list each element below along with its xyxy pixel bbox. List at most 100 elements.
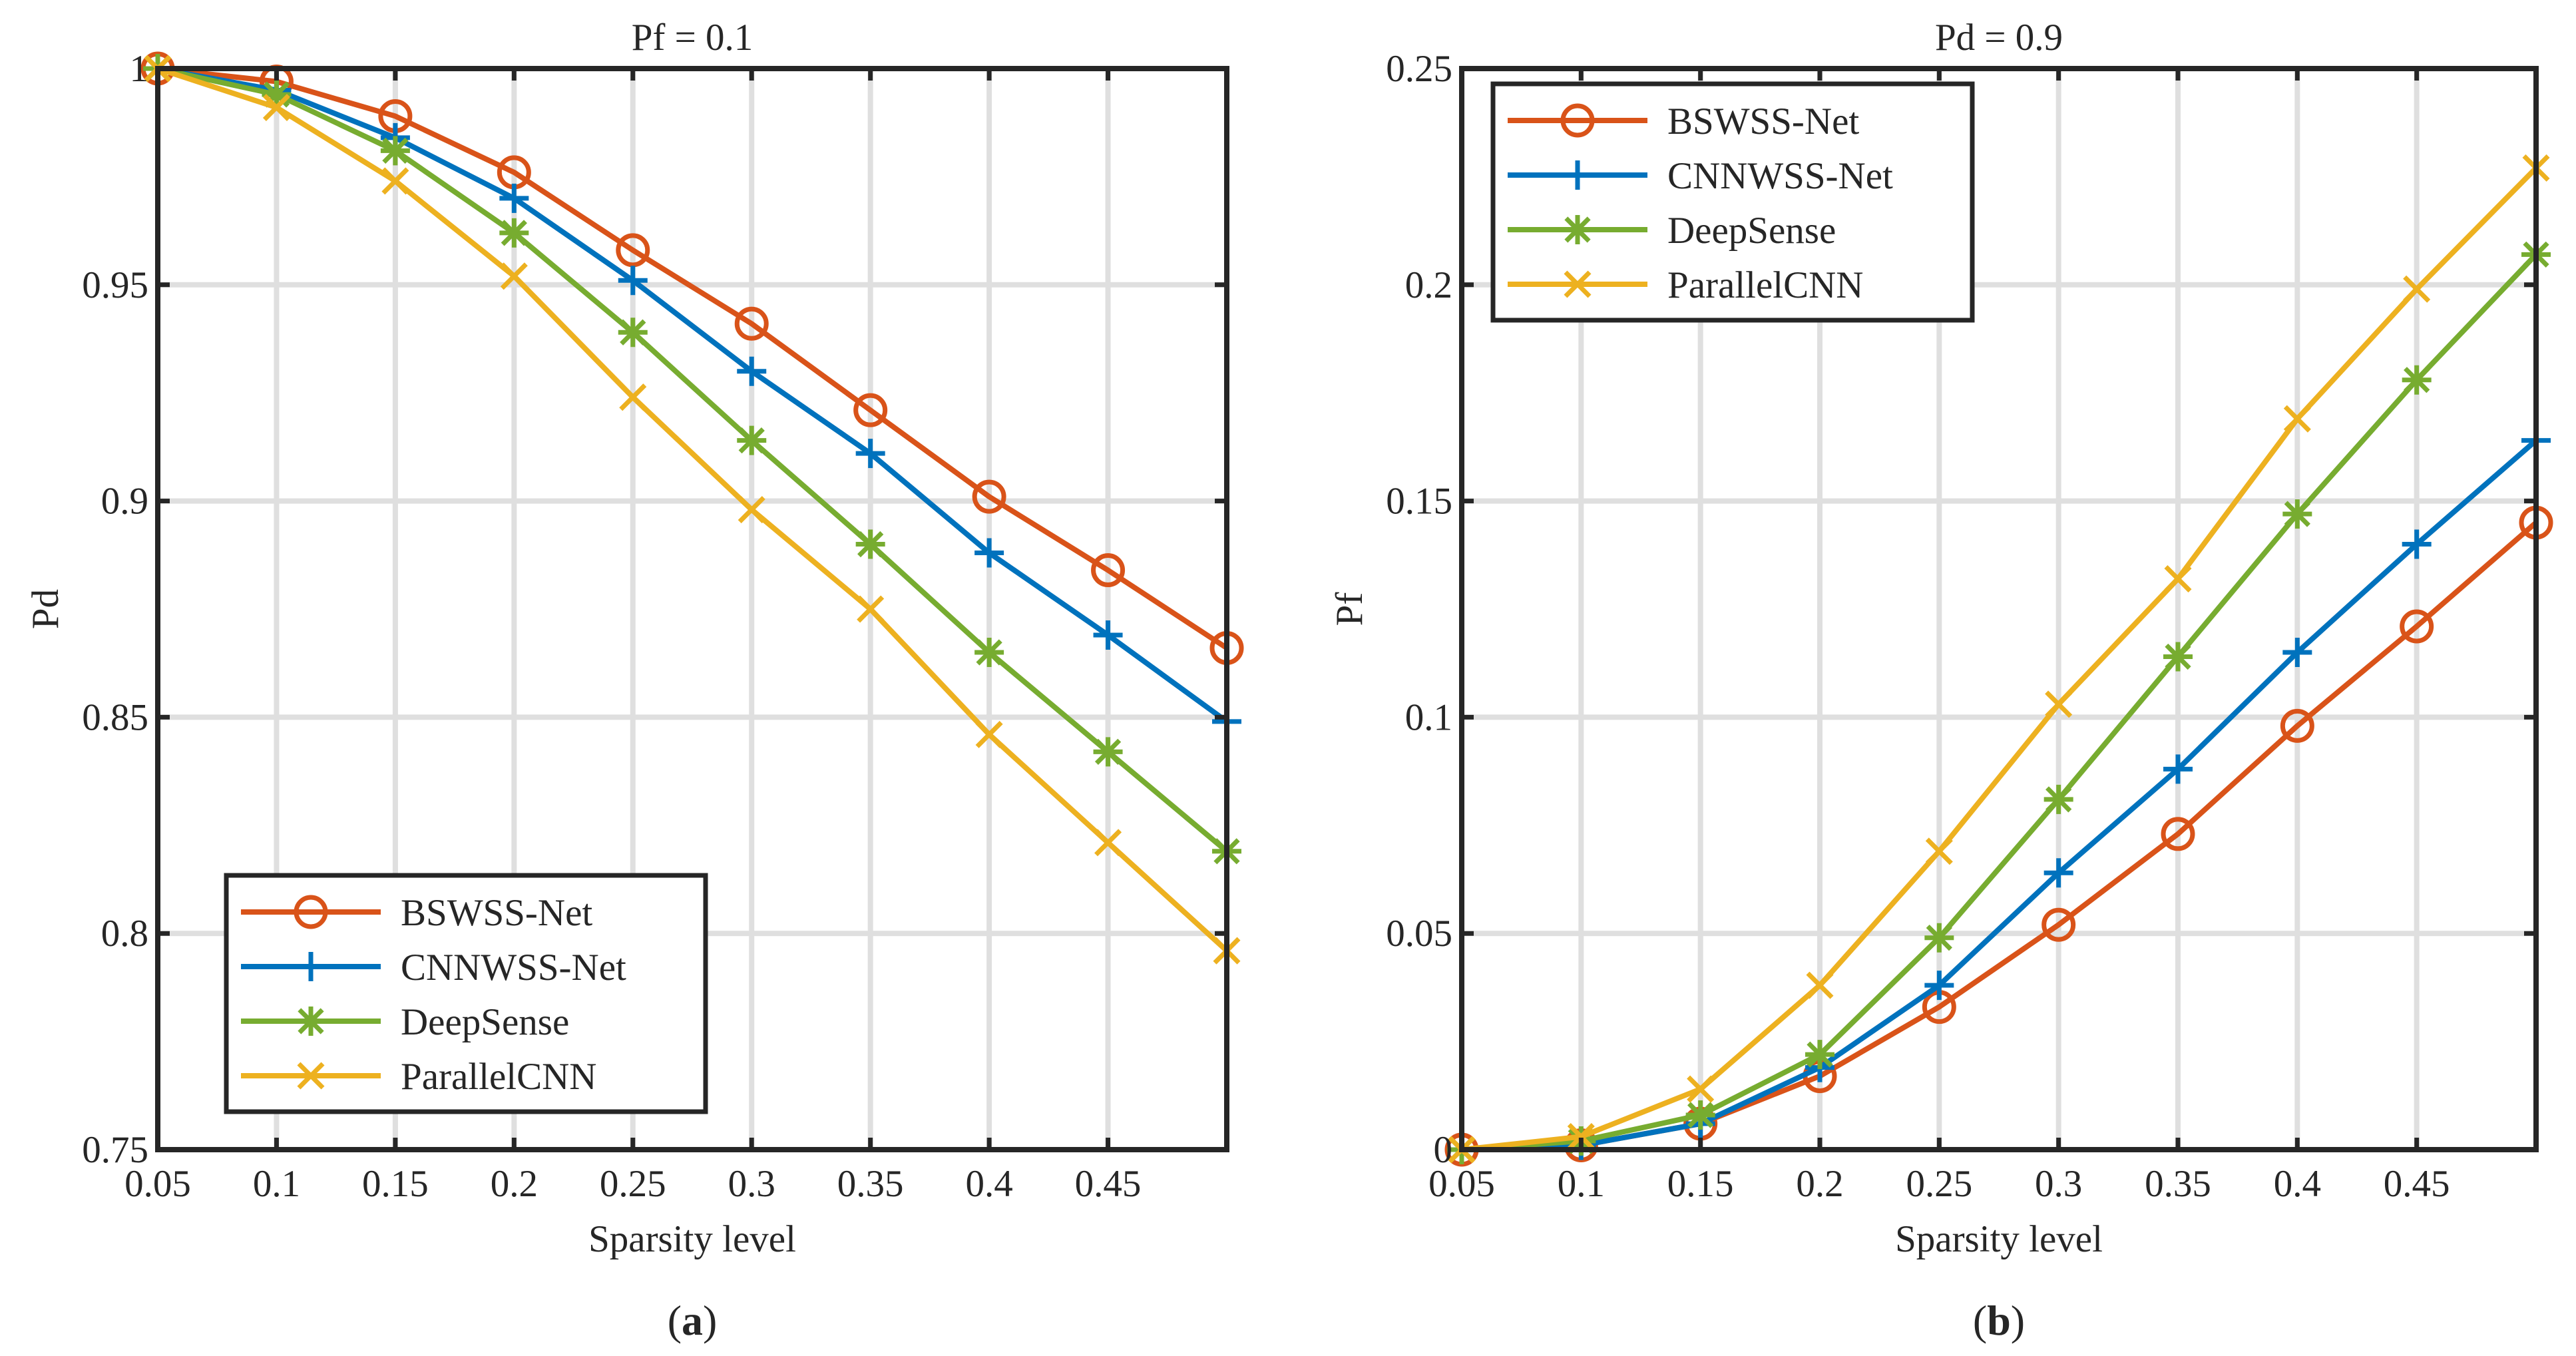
legend-label: CNNWSS-Net bbox=[1667, 155, 1893, 197]
x-tick-label: 0.05 bbox=[124, 1163, 191, 1205]
panel-b: 0.05 0.1 0.15 0.2 0.25 0.3 0.35 0.4 0.4500.050.1… bbox=[1329, 17, 2553, 1344]
data-point bbox=[2163, 642, 2193, 672]
data-point bbox=[975, 720, 1003, 748]
plot-frame bbox=[155, 66, 1229, 1152]
x-tick-label: 0.4 bbox=[965, 1163, 1012, 1205]
legend-label: ParallelCNN bbox=[1667, 264, 1863, 306]
legend-marker bbox=[1563, 215, 1592, 244]
data-point bbox=[1924, 923, 1954, 953]
data-point bbox=[1567, 1122, 1595, 1151]
data-point bbox=[1924, 971, 1954, 1001]
axes: 0.05 0.1 0.15 0.2 0.25 0.3 0.35 0.4 0.4500.050.1… bbox=[1386, 48, 2539, 1205]
data-point bbox=[499, 183, 529, 213]
data-point bbox=[855, 529, 885, 559]
series-line bbox=[156, 66, 1229, 953]
data-point bbox=[618, 266, 648, 296]
data-point bbox=[974, 637, 1004, 667]
x-tick-label: 0.1 bbox=[1558, 1163, 1605, 1205]
data-point bbox=[2041, 907, 2076, 942]
x-axis-label: Sparsity level bbox=[588, 1218, 796, 1260]
legend-label: CNNWSS-Net bbox=[401, 947, 626, 989]
data-point bbox=[2043, 858, 2073, 888]
data-point bbox=[262, 93, 290, 121]
x-tick-label: 0.45 bbox=[1075, 1163, 1142, 1205]
data-point bbox=[1806, 971, 1834, 999]
legend-marker bbox=[1560, 103, 1595, 138]
data-point bbox=[1093, 737, 1123, 767]
legend-entry: CNNWSS-Net bbox=[1508, 155, 1893, 197]
legend-label: DeepSense bbox=[1667, 210, 1836, 252]
x-tick-label: 0.45 bbox=[2384, 1163, 2450, 1205]
data-point bbox=[2282, 499, 2312, 529]
data-point bbox=[618, 318, 648, 347]
series-line bbox=[1461, 252, 2538, 1152]
x-tick-label: 0.2 bbox=[1796, 1163, 1843, 1205]
subfigure-letter: a bbox=[682, 1297, 703, 1344]
data-point bbox=[616, 233, 650, 268]
data-point bbox=[1094, 829, 1122, 857]
data-point bbox=[2161, 817, 2195, 851]
data-point bbox=[974, 538, 1004, 568]
y-tick-label: 0 bbox=[1434, 1129, 1453, 1171]
axes: 0.05 0.1 0.15 0.2 0.25 0.3 0.35 0.4 0.45 0.75 0.8 0… bbox=[82, 48, 1229, 1205]
y-tick-label: 0.9 bbox=[101, 481, 148, 523]
data-point bbox=[499, 218, 529, 248]
legend-label: ParallelCNN bbox=[401, 1056, 596, 1098]
x-tick-label: 0.3 bbox=[728, 1163, 775, 1205]
legend: BSWSS-Net CNNWSS-Net DeepSense ParallelCNN bbox=[224, 873, 708, 1114]
y-tick-label: 0.85 bbox=[82, 696, 148, 738]
data-point bbox=[2400, 609, 2434, 644]
series-line bbox=[157, 66, 1229, 853]
legend-marker bbox=[1564, 270, 1592, 298]
x-axis-label: Sparsity level bbox=[1895, 1218, 2103, 1260]
y-tick-label: 0.25 bbox=[1386, 48, 1452, 90]
y-tick-label: 0.1 bbox=[1405, 696, 1452, 738]
chart-title: Pd = 0.9 bbox=[1935, 17, 2063, 59]
data-point bbox=[2283, 405, 2311, 433]
series-line bbox=[1461, 438, 2538, 1152]
data-point bbox=[1687, 1075, 1715, 1103]
legend-label: DeepSense bbox=[401, 1001, 569, 1043]
series-line bbox=[157, 66, 1229, 650]
data-point bbox=[619, 383, 647, 411]
y-tick-label: 0.75 bbox=[82, 1129, 148, 1171]
x-tick-label: 0.35 bbox=[837, 1163, 904, 1205]
data-point bbox=[500, 262, 528, 290]
y-tick-label: 1 bbox=[130, 48, 149, 90]
legend-entry: BSWSS-Net bbox=[241, 892, 592, 934]
data-point bbox=[737, 425, 767, 455]
data-point bbox=[2403, 275, 2431, 303]
data-point bbox=[2045, 690, 2073, 718]
series-deepsense bbox=[1447, 240, 2551, 1164]
series-deepsense bbox=[143, 54, 1241, 866]
legend-marker bbox=[297, 1062, 325, 1090]
data-point bbox=[2043, 784, 2073, 814]
legend-label: BSWSS-Net bbox=[1667, 101, 1859, 142]
data-point bbox=[2163, 754, 2193, 784]
data-point bbox=[2280, 708, 2314, 743]
data-point bbox=[380, 136, 410, 166]
y-axis-label: Pf bbox=[1329, 592, 1371, 626]
y-tick-label: 0.15 bbox=[1386, 481, 1452, 523]
x-tick-label: 0.25 bbox=[600, 1163, 666, 1205]
legend-entry: DeepSense bbox=[1508, 210, 1836, 252]
series-bswss-net bbox=[140, 51, 1244, 665]
series-line bbox=[157, 66, 1229, 724]
x-tick-label: 0.4 bbox=[2274, 1163, 2321, 1205]
data-point bbox=[855, 439, 885, 469]
data-point bbox=[738, 496, 765, 524]
panel-a: 0.05 0.1 0.15 0.2 0.25 0.3 0.35 0.4 0.45 0.75 0.8 0… bbox=[25, 17, 1244, 1344]
series-parallelcnn bbox=[144, 55, 1241, 965]
y-tick-label: 0.95 bbox=[82, 264, 148, 306]
x-tick-label: 0.1 bbox=[253, 1163, 300, 1205]
x-tick-label: 0.05 bbox=[1428, 1163, 1495, 1205]
legend-label: BSWSS-Net bbox=[401, 892, 592, 934]
x-tick-label: 0.3 bbox=[2035, 1163, 2082, 1205]
legend-entry: ParallelCNN bbox=[1508, 264, 1863, 306]
data-point bbox=[2402, 529, 2432, 559]
data-point bbox=[1091, 553, 1126, 588]
series-line bbox=[1461, 521, 2538, 1152]
legend: BSWSS-Net CNNWSS-Net DeepSense ParallelCNN bbox=[1490, 81, 1975, 323]
series-cnnwss-net bbox=[143, 54, 1241, 736]
